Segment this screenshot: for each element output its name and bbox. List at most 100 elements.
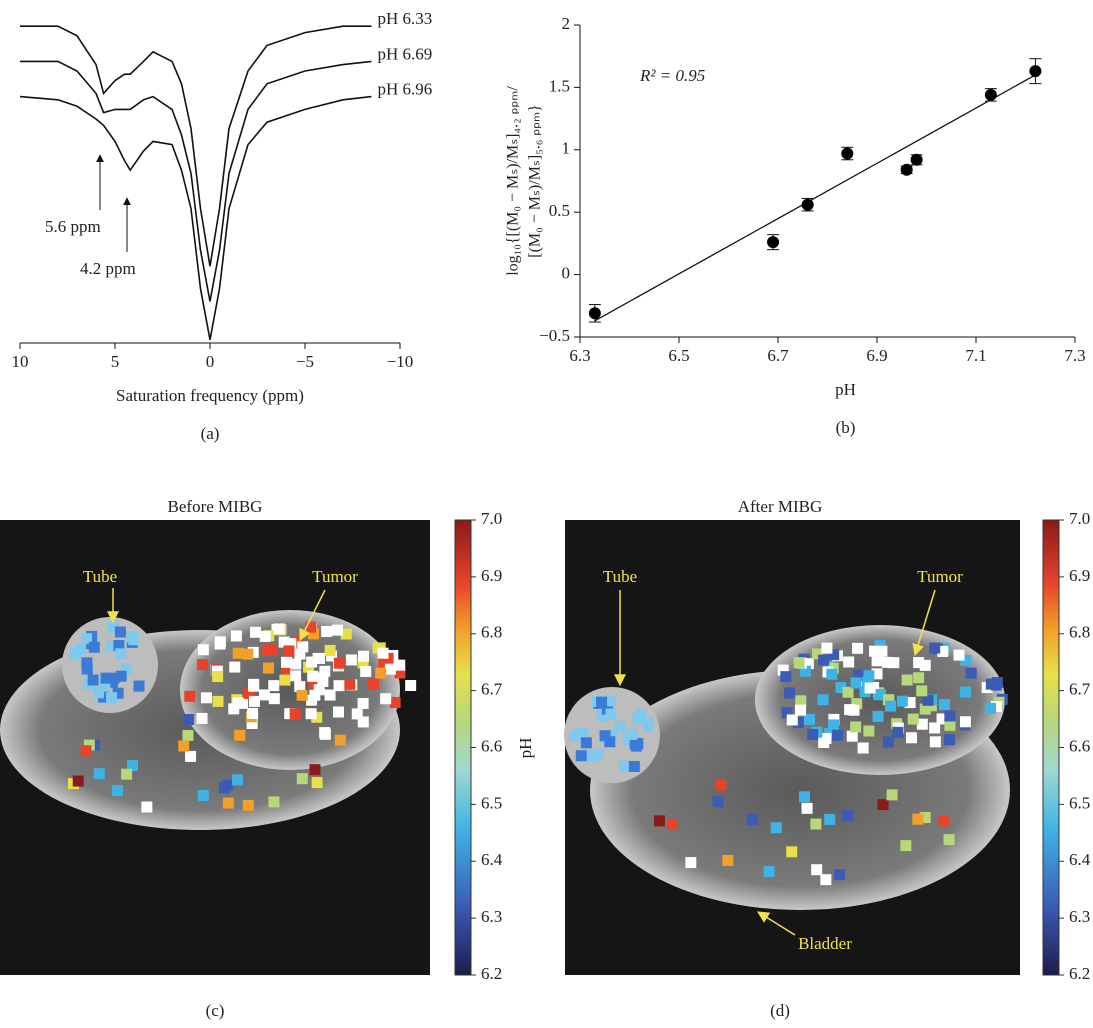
ph-pixel	[294, 648, 306, 660]
ph-pixel	[357, 716, 369, 728]
y-tick-label: 2	[562, 14, 571, 33]
panel-label: (b)	[836, 418, 856, 437]
ph-pixel	[197, 659, 209, 671]
ph-pixel	[324, 689, 336, 701]
annotation: Tube	[603, 567, 637, 586]
colorbar-tick-label: 7.0	[1069, 509, 1090, 528]
ph-pixel	[285, 638, 297, 650]
z-spectrum-line	[20, 60, 372, 302]
colorbar-tick-label: 7.0	[481, 509, 502, 528]
y-tick-label: 1	[562, 139, 571, 158]
ph-pixel	[87, 674, 99, 686]
ph-pixel	[937, 645, 949, 657]
panel-label: (a)	[201, 424, 220, 443]
ph-pixel	[863, 670, 875, 682]
ph-pixel	[72, 775, 84, 787]
colorbar-label: pH	[516, 738, 535, 759]
ph-pixel	[850, 677, 862, 689]
ph-pixel	[345, 654, 357, 666]
ph-pixel	[246, 717, 258, 729]
annotation-arrow	[912, 589, 936, 657]
ph-pixel	[88, 641, 100, 653]
ph-pixel	[919, 659, 931, 671]
ph-pixel	[863, 725, 875, 737]
ph-pixel	[268, 796, 280, 808]
annotation: 5.6 ppm	[45, 217, 101, 236]
ph-pixel	[929, 642, 941, 654]
colorbar-tick-label: 6.6	[1069, 736, 1090, 755]
ph-pixel	[380, 693, 392, 705]
ph-pixel	[896, 695, 908, 707]
ph-pixel	[812, 648, 824, 660]
ph-pixel	[384, 663, 396, 675]
z-spectrum-line	[19, 95, 372, 340]
ph-pixel	[281, 656, 293, 668]
ph-pixel	[857, 742, 869, 754]
ph-pixel	[111, 785, 123, 797]
ph-pixel	[874, 689, 886, 701]
ph-pixel	[290, 658, 302, 670]
ph-pixel	[182, 729, 194, 741]
ph-pixel	[913, 657, 925, 669]
ph-pixel	[835, 682, 847, 694]
colorbar-tick-label: 6.6	[481, 736, 502, 755]
ph-pixel	[635, 708, 647, 720]
colorbar-tick-label: 6.2	[1069, 964, 1090, 983]
ph-pixel	[712, 796, 724, 808]
annotation-arrow	[756, 911, 796, 936]
ph-pixel	[831, 729, 843, 741]
colorbar	[454, 519, 472, 976]
ph-pixel	[212, 695, 224, 707]
ph-pixel	[685, 857, 697, 869]
ph-pixel	[232, 647, 244, 659]
ph-pixel	[619, 760, 631, 772]
ph-pixel	[604, 695, 616, 707]
ph-pixel	[826, 668, 838, 680]
ph-pixel	[592, 748, 604, 760]
x-axis-label: pH	[835, 380, 856, 399]
ph-pixel	[864, 682, 876, 694]
ph-pixel	[953, 649, 965, 661]
ph-pixel	[807, 728, 819, 740]
ph-pixel	[115, 648, 127, 660]
x-tick-label: 5	[111, 352, 120, 371]
ph-pixel	[133, 680, 145, 692]
ph-pixel	[81, 657, 93, 669]
ph-pixel	[121, 768, 133, 780]
ph-pixel	[746, 813, 758, 825]
ph-pixel	[944, 710, 956, 722]
ph-pixel	[197, 790, 209, 802]
ph-pixel	[319, 665, 331, 677]
ph-pixel	[580, 737, 592, 749]
ph-pixel	[307, 670, 319, 682]
ph-pixel	[115, 670, 127, 682]
colorbar-tick-label: 6.5	[1069, 793, 1090, 812]
ph-pixel	[777, 664, 789, 676]
colorbar-tick-label: 6.5	[481, 793, 502, 812]
ph-pixel	[196, 712, 208, 724]
ph-pixel	[900, 840, 912, 852]
ph-pixel	[312, 652, 324, 664]
ph-pixel	[912, 813, 924, 825]
ph-pixel	[848, 704, 860, 716]
ph-pixel	[907, 713, 919, 725]
ph-pixel	[367, 678, 379, 690]
ph-pixel	[243, 688, 255, 700]
ph-pixel	[258, 689, 270, 701]
colorbar-tick-label: 6.4	[481, 850, 503, 869]
ph-pixel	[604, 736, 616, 748]
colorbar	[1042, 519, 1060, 976]
ph-pixel	[622, 734, 634, 746]
ph-pixel	[340, 628, 352, 640]
ph-pixel	[784, 687, 796, 699]
ph-pixel	[606, 729, 618, 741]
ph-pixel	[919, 812, 931, 824]
ph-pixel	[113, 640, 125, 652]
ph-pixel	[959, 716, 971, 728]
ph-pixel	[184, 690, 196, 702]
ph-pixel	[321, 625, 333, 637]
ph-pixel	[105, 640, 117, 652]
image-title: After MIBG	[738, 497, 823, 516]
ph-pixel	[763, 866, 775, 878]
